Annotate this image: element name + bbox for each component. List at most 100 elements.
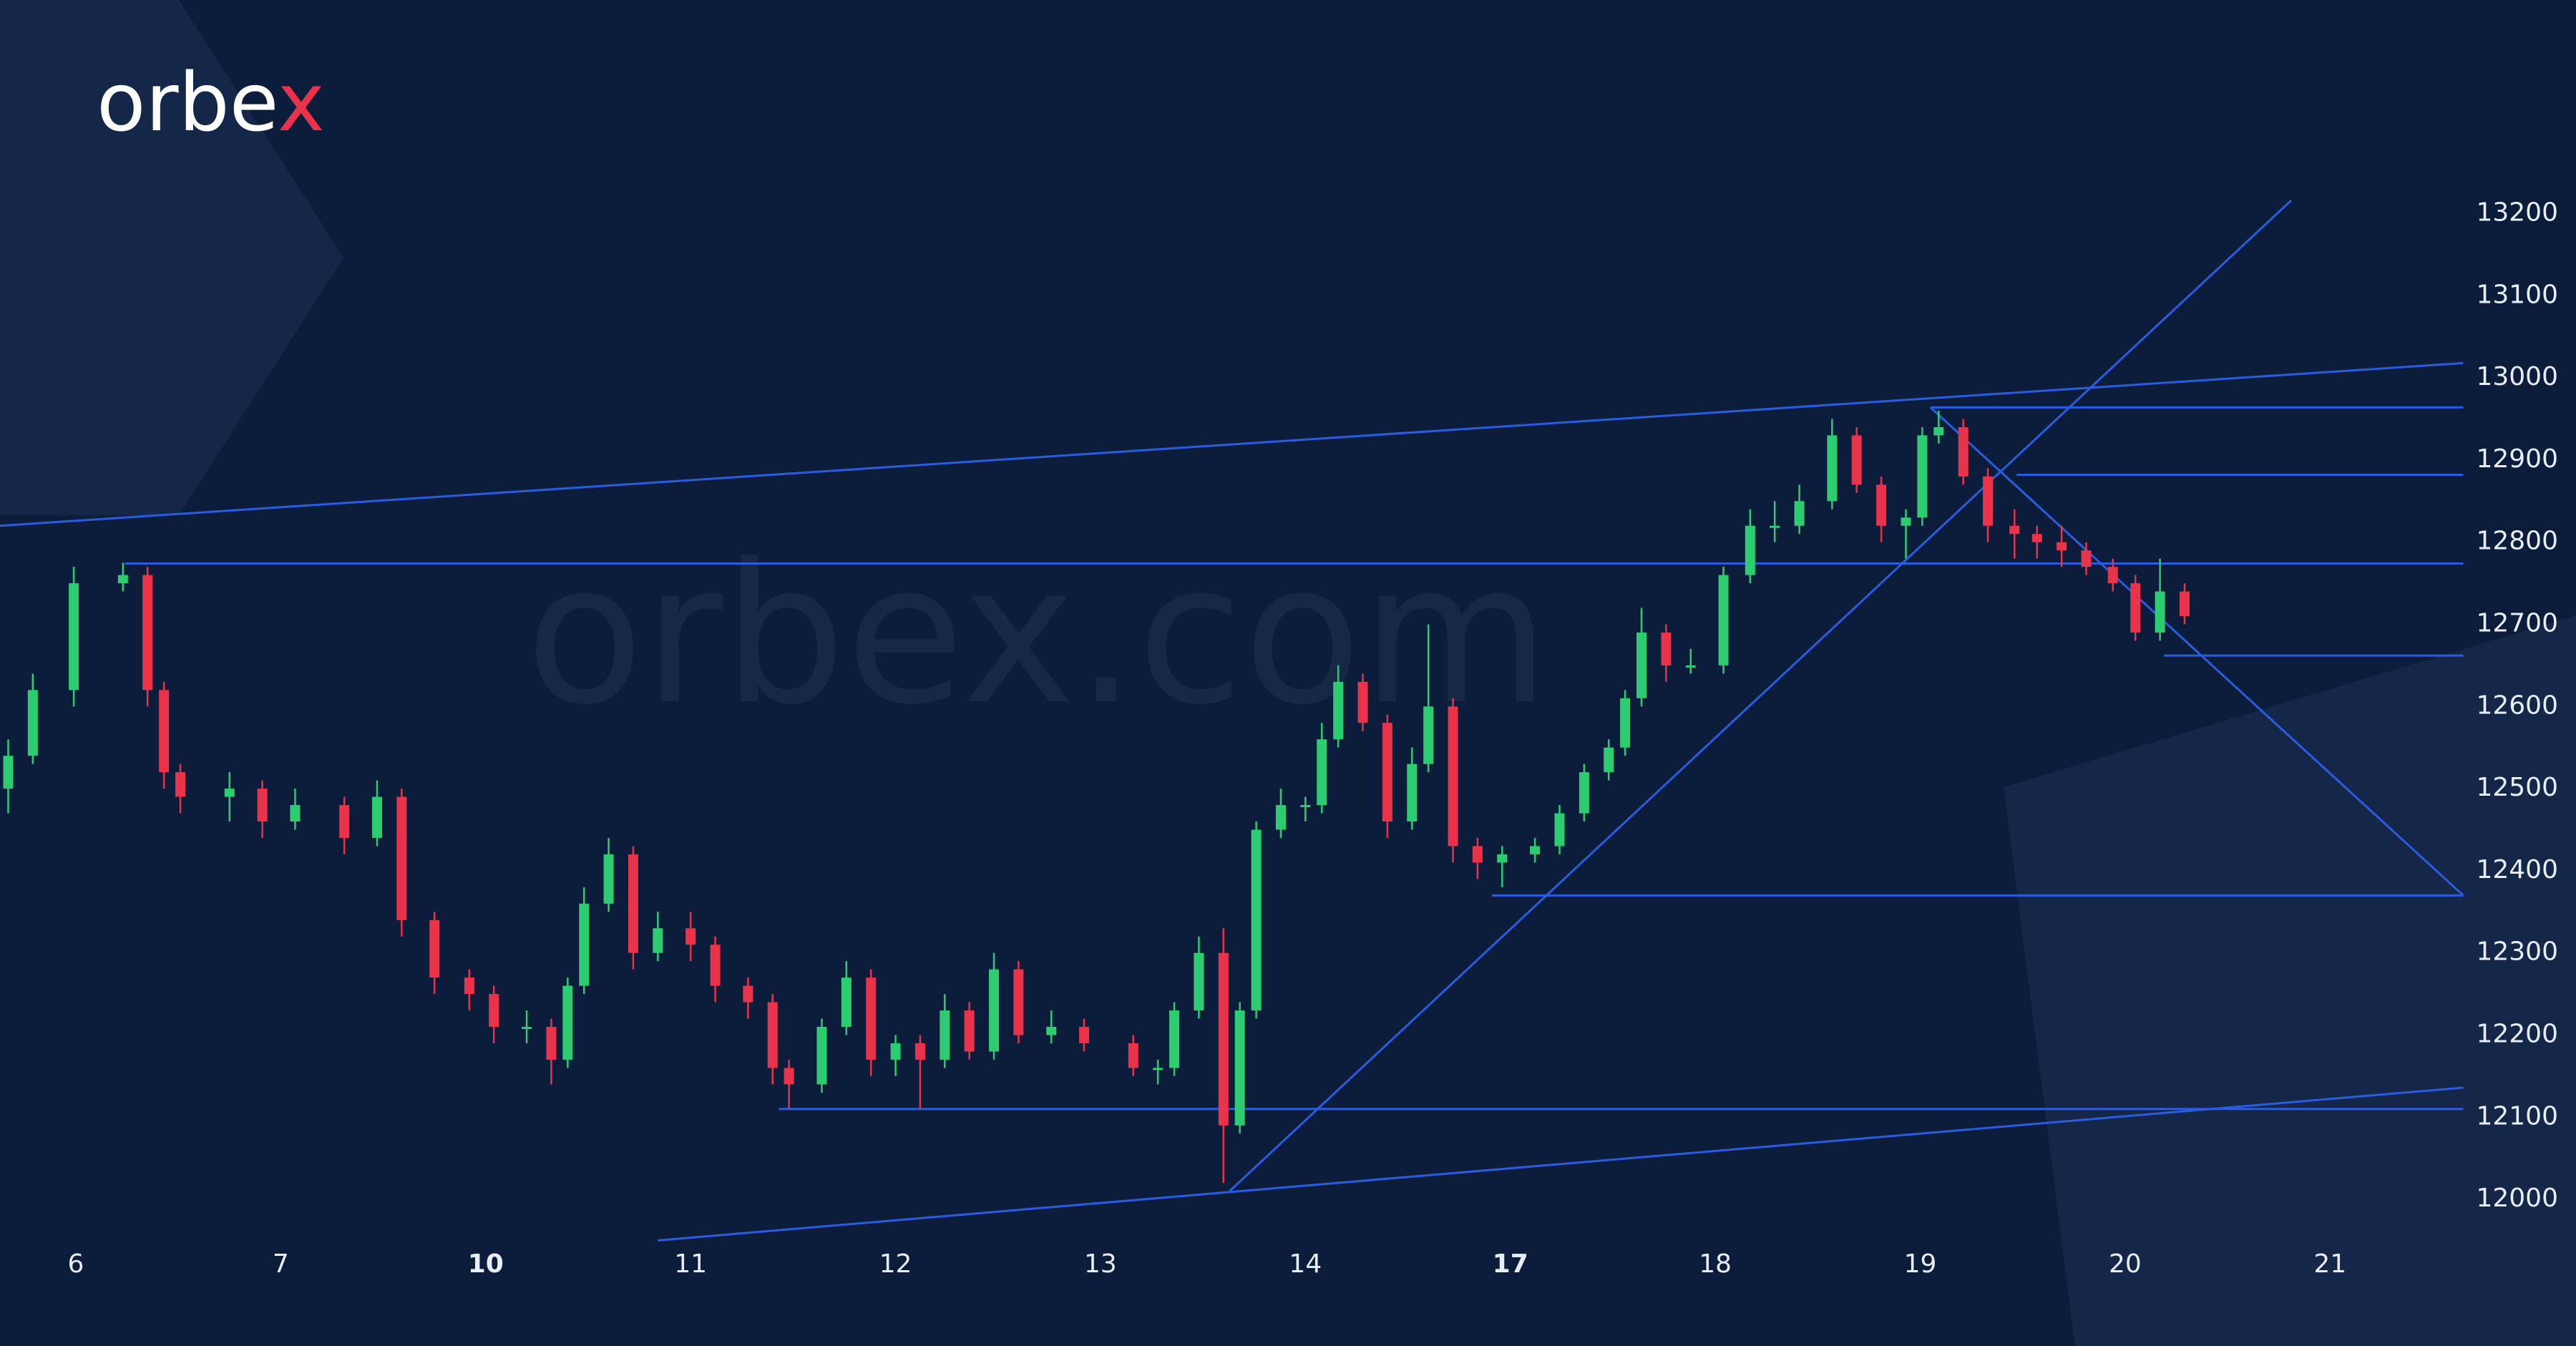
candle-body (890, 1043, 901, 1060)
candle-body (1317, 739, 1327, 806)
x-tick-label: 6 (68, 1249, 84, 1279)
watermark: orbex.com (525, 522, 1549, 747)
trendline (1229, 200, 2292, 1192)
candle-body (2009, 525, 2020, 535)
y-tick-label: 13000 (2476, 362, 2558, 391)
y-tick-label: 12500 (2476, 773, 2558, 802)
candle-body (1497, 854, 1508, 863)
candle-body (396, 796, 407, 920)
candle-body (522, 1027, 532, 1029)
candle-body (1423, 706, 1434, 764)
candle-body (1275, 805, 1286, 830)
candle-body (546, 1027, 557, 1060)
candle-body (816, 1027, 827, 1085)
candle-body (1604, 747, 1614, 773)
candle-body (866, 977, 877, 1060)
candle-body (2130, 583, 2141, 633)
candle-body (743, 985, 753, 1003)
candle-body (1901, 517, 1911, 526)
x-tick-label: 10 (468, 1249, 504, 1279)
y-tick-label: 12600 (2476, 691, 2558, 720)
candle-body (2057, 542, 2067, 551)
trendline (1929, 406, 2464, 897)
candle-body (1153, 1068, 1163, 1071)
x-tick-label: 17 (1493, 1249, 1528, 1279)
candles (3, 411, 2190, 1184)
y-tick-label: 12200 (2476, 1019, 2558, 1048)
candle-body (1046, 1027, 1057, 1035)
candle-body (1194, 952, 1204, 1011)
candle-body (159, 690, 170, 773)
candle-body (628, 854, 638, 953)
candle-body (1827, 435, 1838, 502)
candle-body (1448, 706, 1458, 847)
y-tick-label: 12900 (2476, 444, 2558, 474)
candle-body (1382, 723, 1392, 821)
x-tick-label: 18 (1699, 1249, 1732, 1279)
candle-body (1169, 1010, 1180, 1068)
candle-body (579, 903, 590, 986)
x-tick-label: 14 (1289, 1249, 1322, 1279)
candle-body (1636, 632, 1647, 698)
candle-body (1983, 476, 1994, 526)
logo-text: orbe (97, 57, 278, 150)
trendline (0, 361, 2464, 527)
candle-body (1333, 681, 1344, 740)
candle-body (2179, 591, 2190, 616)
x-tick-label: 20 (2109, 1249, 2142, 1279)
candle-body (841, 977, 852, 1027)
logo-accent: x (278, 57, 325, 150)
candle-body (371, 796, 382, 838)
candle-body (3, 756, 14, 789)
candle-body (2107, 567, 2118, 584)
candle-body (464, 977, 474, 995)
x-tick-label: 12 (879, 1249, 912, 1279)
candle-body (1851, 435, 1862, 485)
candle-body (339, 805, 350, 838)
x-tick-label: 13 (1084, 1249, 1117, 1279)
trendlines (0, 200, 2464, 1242)
candle-body (1745, 525, 1755, 575)
candle-body (767, 1002, 778, 1068)
y-tick-label: 13200 (2476, 197, 2558, 227)
y-tick-label: 12100 (2476, 1101, 2558, 1131)
candle-body (1472, 846, 1483, 863)
y-tick-label: 12300 (2476, 937, 2558, 967)
candle-body (175, 772, 186, 797)
candle-body (69, 583, 79, 691)
candle-body (1407, 764, 1418, 821)
x-tick-label: 11 (674, 1249, 707, 1279)
candle-body (1300, 805, 1311, 808)
candle-body (1013, 969, 1024, 1035)
y-tick-label: 12400 (2476, 855, 2558, 884)
candle-body (686, 928, 696, 945)
candle-body (290, 805, 301, 821)
candle-body (1620, 698, 1631, 748)
candle-body (653, 928, 663, 953)
candle-body (1661, 632, 1672, 665)
candle-body (1958, 426, 1968, 477)
candle-body (2081, 550, 2092, 567)
candle-body (27, 690, 38, 756)
candle-body (1876, 484, 1887, 526)
candle-body (784, 1068, 794, 1085)
candle-body (1685, 665, 1696, 668)
candle-body (1530, 846, 1541, 854)
candle-body (1794, 501, 1805, 526)
candle-body (1128, 1043, 1138, 1068)
x-tick-label: 21 (2313, 1249, 2346, 1279)
x-tick-label: 19 (1904, 1249, 1937, 1279)
candle-body (1554, 813, 1565, 847)
candle-body (562, 985, 573, 1060)
candle-body (117, 575, 128, 584)
candle-body (1079, 1027, 1090, 1043)
candle-body (489, 994, 499, 1027)
candle-body (1218, 952, 1229, 1126)
candle-body (2155, 591, 2165, 633)
trendline (658, 1086, 2464, 1242)
candle-body (1718, 575, 1729, 665)
candle-body (1234, 1010, 1245, 1126)
candle-body (989, 969, 1000, 1052)
